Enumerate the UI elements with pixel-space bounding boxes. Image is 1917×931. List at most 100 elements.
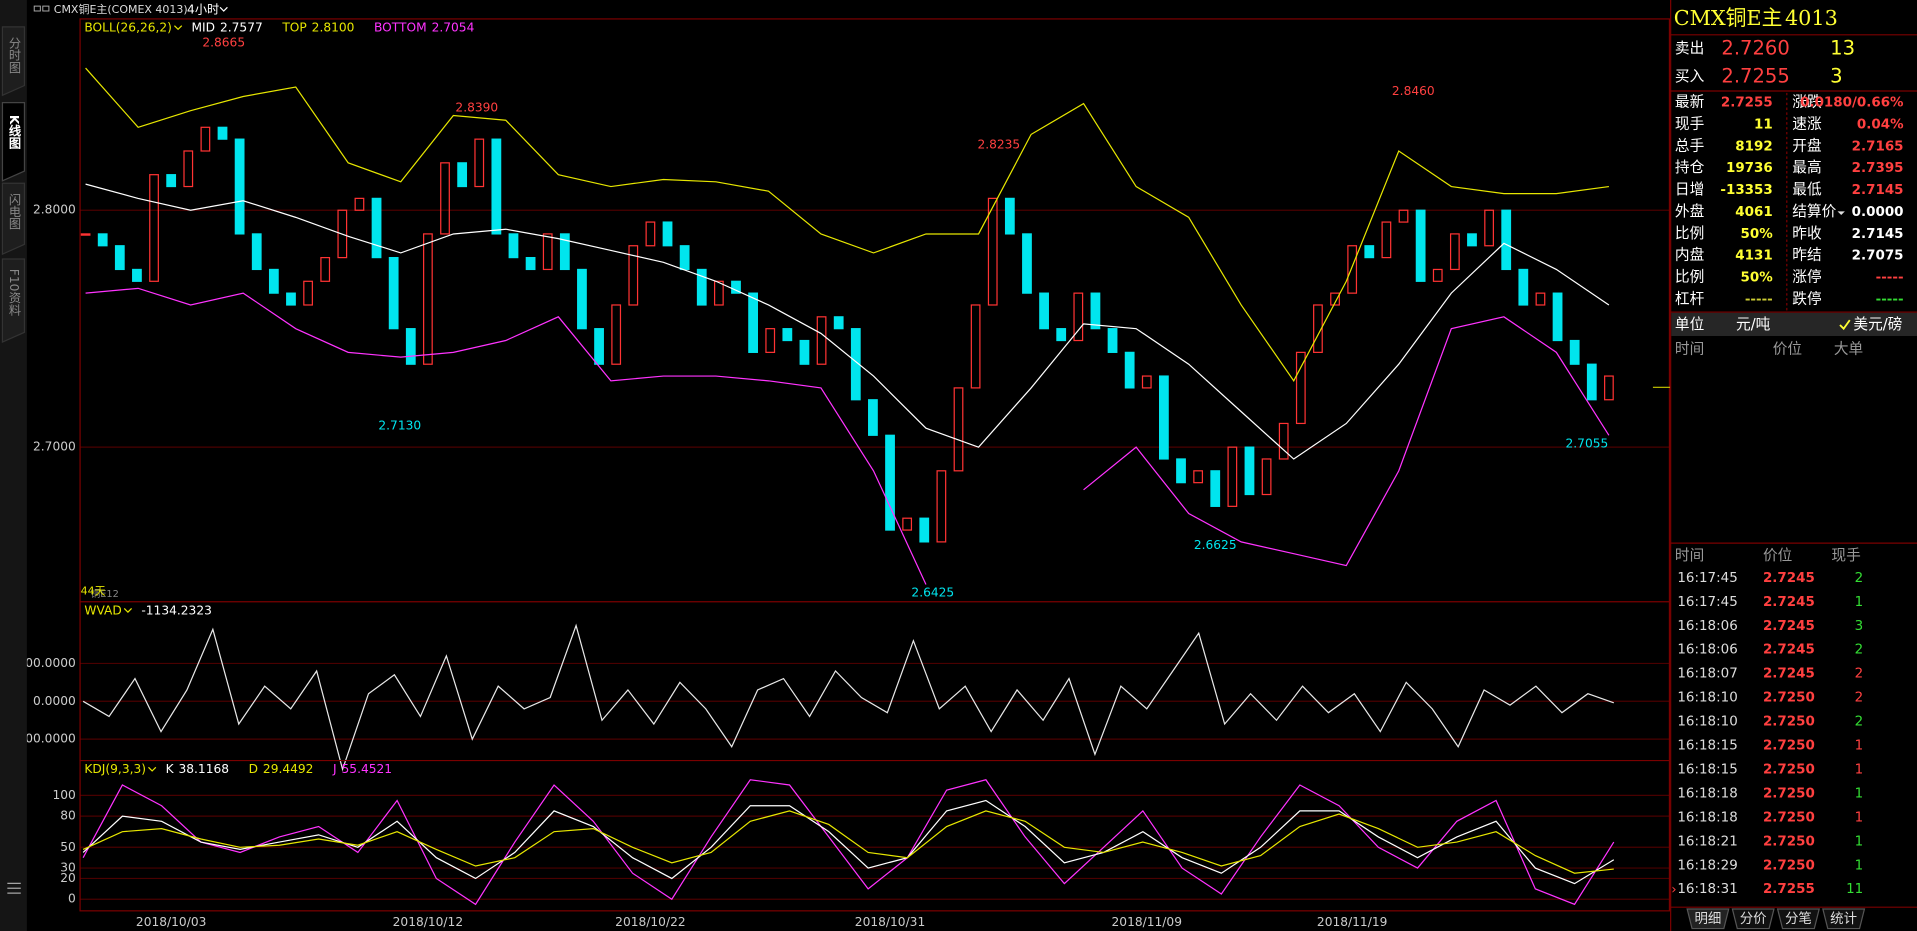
candle bbox=[1501, 209, 1512, 271]
candle bbox=[1330, 292, 1340, 306]
price-annotation: 2.8460 bbox=[1392, 84, 1435, 98]
trade-price: 2.7250 bbox=[1763, 810, 1815, 825]
side-tab[interactable] bbox=[1, 182, 26, 256]
trade-time: 16:17:45 bbox=[1677, 595, 1737, 610]
candle bbox=[713, 280, 724, 306]
stat-label: 持仓 bbox=[1675, 159, 1705, 176]
candle bbox=[1552, 292, 1563, 342]
series-line bbox=[82, 623, 1615, 772]
trade-volume: 2 bbox=[1855, 715, 1864, 730]
trade-time: 16:18:10 bbox=[1677, 715, 1737, 730]
trade-volume: 11 bbox=[1846, 882, 1863, 897]
frame bbox=[79, 0, 1917, 931]
icon bbox=[42, 5, 50, 12]
indicator-item-name: BOTTOM bbox=[374, 21, 427, 35]
candle bbox=[474, 138, 485, 188]
trade-time: 16:18:18 bbox=[1677, 786, 1737, 801]
indicator-item-value: 2.7054 bbox=[432, 21, 475, 35]
dropdown-arrow[interactable] bbox=[123, 608, 133, 613]
candle bbox=[1107, 328, 1118, 353]
stat-label: 涨停 bbox=[1792, 269, 1821, 286]
trade-time: 16:18:15 bbox=[1677, 739, 1737, 754]
side-tab-label[interactable]: 分时图 bbox=[7, 36, 21, 73]
stat-label: 跌停 bbox=[1792, 290, 1821, 307]
dropdown-arrow[interactable] bbox=[148, 766, 157, 772]
indicator-item-value: 55.4521 bbox=[342, 762, 393, 776]
bottom-tab[interactable] bbox=[1731, 908, 1775, 930]
bottom-tab-label[interactable]: 明细 bbox=[1694, 911, 1721, 927]
candle bbox=[491, 138, 502, 235]
candle bbox=[1210, 470, 1221, 507]
candle bbox=[1415, 209, 1426, 282]
stat-value: 50% bbox=[1741, 227, 1774, 242]
trade-volume: 2 bbox=[1855, 667, 1864, 682]
series-line bbox=[85, 67, 1609, 383]
book-label: 买入 bbox=[1675, 68, 1705, 85]
period-selector[interactable]: 4小时 bbox=[187, 2, 219, 16]
indicator-item-name: TOP bbox=[281, 21, 306, 35]
unit-option[interactable]: 元/吨 bbox=[1736, 316, 1771, 333]
indicator-item-name: D bbox=[249, 762, 258, 776]
candle bbox=[868, 399, 878, 436]
stat-value: ----- bbox=[1876, 271, 1904, 286]
candle bbox=[337, 209, 348, 259]
candle bbox=[662, 221, 673, 247]
candle bbox=[628, 245, 639, 306]
side-tab-label[interactable]: F10资料 bbox=[7, 269, 21, 316]
series-line bbox=[82, 799, 1615, 885]
candle bbox=[1022, 233, 1032, 294]
bottom-tab[interactable] bbox=[1686, 908, 1730, 930]
bottom-tab-label[interactable]: 分笔 bbox=[1785, 911, 1812, 927]
trade-time: 16:18:31 bbox=[1677, 882, 1737, 897]
candle bbox=[936, 470, 947, 543]
trade-price: 2.7250 bbox=[1763, 762, 1815, 777]
side-tab[interactable] bbox=[1, 26, 26, 97]
candle bbox=[388, 256, 399, 330]
indicator-item-value: 38.1168 bbox=[179, 762, 230, 776]
indicator-name: WVAD bbox=[84, 603, 121, 617]
indicator-item-value: 2.7577 bbox=[220, 21, 263, 35]
stat-label: 现手 bbox=[1675, 116, 1704, 133]
y-tick-label: 50 bbox=[60, 840, 76, 854]
trade-price: 2.7250 bbox=[1763, 858, 1815, 873]
candle bbox=[833, 316, 844, 330]
candle bbox=[1364, 245, 1375, 259]
stat-value: 19736 bbox=[1726, 161, 1773, 176]
bottom-tab[interactable] bbox=[1776, 908, 1820, 930]
candle bbox=[1073, 292, 1084, 342]
unit-option[interactable]: 美元/磅 bbox=[1853, 316, 1902, 333]
stat-value: 4131 bbox=[1735, 249, 1772, 264]
side-tab-label[interactable]: K线图 bbox=[7, 115, 21, 149]
x-tick-label: 2018/10/22 bbox=[615, 915, 685, 929]
dropdown-arrow[interactable] bbox=[173, 25, 183, 31]
side-tab[interactable] bbox=[1, 102, 26, 182]
bottom-tab-label[interactable]: 分价 bbox=[1740, 911, 1767, 927]
bottom-tab[interactable] bbox=[1822, 908, 1866, 930]
column-header: 现手 bbox=[1831, 547, 1860, 564]
y-tick-label: 2.8000 bbox=[33, 203, 76, 217]
book-price: 2.7255 bbox=[1721, 64, 1789, 87]
plot-area: 2.8000 2.7000 BOLL(26,26,2) MID 2.7577 TOP 2.8… bbox=[5, 21, 1671, 929]
dropdown-arrow[interactable] bbox=[219, 6, 228, 12]
price-annotation: 2.6425 bbox=[911, 586, 954, 600]
y-tick-label: 80 bbox=[60, 809, 76, 823]
price-annotation: 2.8665 bbox=[202, 35, 245, 49]
indicator-name: BOLL(26,26,2) bbox=[84, 21, 172, 35]
candle bbox=[885, 434, 895, 531]
bottom-tab-label[interactable]: 统计 bbox=[1830, 911, 1857, 927]
menu-icon[interactable] bbox=[7, 882, 21, 894]
panel bbox=[79, 779, 1671, 906]
candle bbox=[1039, 292, 1049, 330]
stat-value: 2.7145 bbox=[1852, 183, 1904, 198]
side-tab[interactable] bbox=[1, 258, 26, 344]
candle bbox=[303, 280, 313, 306]
candle bbox=[1295, 351, 1306, 425]
candle bbox=[799, 339, 810, 365]
stat-value: ----- bbox=[1745, 292, 1773, 307]
dropdown-arrow[interactable] bbox=[1837, 211, 1845, 216]
trade-time: 16:18:06 bbox=[1677, 619, 1737, 634]
side-tab-label[interactable]: 闪电图 bbox=[7, 193, 21, 230]
candle bbox=[1193, 470, 1204, 484]
column-header: 价位 bbox=[1763, 547, 1792, 564]
indicator-item-name: K bbox=[166, 762, 175, 776]
